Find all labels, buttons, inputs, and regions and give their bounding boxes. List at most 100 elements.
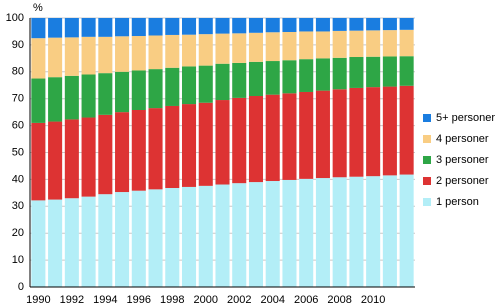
legend-swatch xyxy=(423,198,431,206)
bar-segment xyxy=(181,104,197,187)
x-tick-label: 2000 xyxy=(194,294,218,306)
bar-segment xyxy=(64,37,79,76)
bar-segment xyxy=(265,61,280,95)
bar-segment xyxy=(48,77,63,122)
bar-segment xyxy=(64,18,79,38)
bar-segment xyxy=(81,18,96,37)
bar-segment xyxy=(315,90,330,179)
bar-segment xyxy=(332,30,347,58)
bar-segment xyxy=(48,18,63,38)
bar-segment xyxy=(315,178,330,287)
y-tick-label: 0 xyxy=(18,281,24,293)
bar-segment xyxy=(315,58,330,91)
bar-segment xyxy=(64,198,79,287)
bar-segment xyxy=(248,32,264,62)
legend-label: 3 personer xyxy=(436,154,489,166)
bar-segment xyxy=(115,192,130,287)
bar-segment xyxy=(181,186,197,287)
bar-segment xyxy=(399,18,414,30)
bar-segment xyxy=(349,30,364,58)
bar-segment xyxy=(399,56,414,86)
bar-segment xyxy=(215,184,230,287)
bar-segment xyxy=(248,61,264,97)
bar-segment xyxy=(215,100,230,185)
bar-segment xyxy=(382,86,397,176)
y-tick-label: 20 xyxy=(12,227,24,239)
bar-segment xyxy=(366,30,381,57)
y-tick-label: 80 xyxy=(12,66,24,78)
bar-segment xyxy=(299,178,314,287)
y-tick-label: 30 xyxy=(12,200,24,212)
bar-segment xyxy=(332,18,347,31)
bar-segment xyxy=(349,87,364,177)
bar-segment xyxy=(64,75,79,120)
bar-segment xyxy=(198,65,213,103)
legend-swatch xyxy=(423,156,431,164)
bar-segment xyxy=(215,33,230,64)
bar-segment xyxy=(265,18,280,33)
bar-segment xyxy=(131,18,146,37)
bar-segment xyxy=(198,34,213,66)
y-tick-label: 100 xyxy=(6,12,24,24)
legend-label: 5+ personer xyxy=(436,112,495,124)
x-tick-label: 2010 xyxy=(361,294,385,306)
y-tick-label: 10 xyxy=(12,254,24,266)
bar-segment xyxy=(265,181,280,287)
bar-segment xyxy=(165,105,180,189)
bar-segment xyxy=(31,200,46,287)
bar-segment xyxy=(98,194,113,287)
bar-segment xyxy=(98,36,113,74)
bar-segment xyxy=(131,36,146,71)
x-tick-label: 1998 xyxy=(160,294,184,306)
bar-segment xyxy=(48,199,63,287)
bar-segment xyxy=(332,57,347,90)
bar-segment xyxy=(64,119,79,199)
legend-swatch xyxy=(423,135,431,143)
bar-segment xyxy=(131,190,146,287)
bar-segment xyxy=(399,174,414,287)
bar-segment xyxy=(248,96,264,183)
bar-segment xyxy=(165,18,180,35)
bar-segment xyxy=(232,62,247,98)
bar-segment xyxy=(265,32,280,62)
bar-segment xyxy=(48,121,63,200)
bar-segment xyxy=(366,87,381,177)
bar-segment xyxy=(81,36,96,75)
bar-segment xyxy=(282,93,297,180)
bar-segment xyxy=(148,35,163,70)
bar-segment xyxy=(299,31,314,60)
x-tick-label: 2002 xyxy=(227,294,251,306)
bar-segment xyxy=(131,70,146,110)
x-tick-label: 1992 xyxy=(60,294,84,306)
bar-segment xyxy=(98,73,113,115)
bar-segment xyxy=(382,30,397,57)
bar-segment xyxy=(382,18,397,31)
bar-segment xyxy=(198,18,213,35)
bar-segment xyxy=(98,18,113,37)
bar-segment xyxy=(282,31,297,61)
bar-segment xyxy=(349,176,364,287)
x-tick-label: 1990 xyxy=(26,294,50,306)
bar-segment xyxy=(399,85,414,175)
bar-segment xyxy=(181,66,197,105)
bar-segment xyxy=(148,108,163,190)
bar-segment xyxy=(299,91,314,179)
bar-segment xyxy=(165,188,180,287)
bar-segment xyxy=(366,18,381,31)
y-tick-label: 70 xyxy=(12,93,24,105)
bar-segment xyxy=(366,56,381,88)
bar-segment xyxy=(299,59,314,92)
legend-swatch xyxy=(423,114,431,122)
bar-segment xyxy=(366,176,381,287)
bar-segment xyxy=(131,109,146,191)
bar-segment xyxy=(399,29,414,57)
y-axis-label: % xyxy=(33,2,43,14)
bar-segment xyxy=(165,67,180,106)
bar-segment xyxy=(299,18,314,32)
x-tick-label: 2006 xyxy=(294,294,318,306)
bar-segment xyxy=(248,18,264,33)
bar-segment xyxy=(115,112,130,193)
bar-segment xyxy=(282,179,297,287)
bar-segment xyxy=(198,102,213,186)
